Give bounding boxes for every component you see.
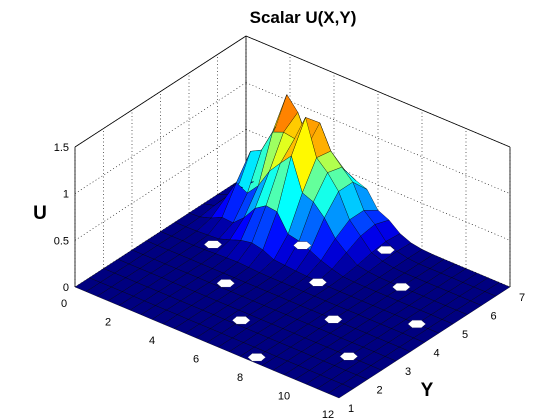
hole-marker (407, 319, 427, 329)
x-tick-label: 12 (322, 409, 334, 420)
hole-marker (391, 282, 411, 292)
z-tick-label: 1 (63, 189, 69, 201)
hole-marker (247, 353, 267, 362)
y-axis-label: Y (421, 380, 434, 401)
z-tick-label: 0.5 (54, 235, 69, 247)
hole-marker (339, 352, 359, 361)
hole-marker (308, 278, 328, 287)
surface-mesh (74, 94, 511, 399)
hole-marker (203, 240, 223, 249)
x-tick-label: 2 (105, 317, 111, 329)
chart-title: Scalar U(X,Y) (250, 8, 357, 27)
y-tick-label: 4 (433, 348, 439, 360)
hole-marker (323, 315, 343, 324)
grid-line (245, 129, 511, 241)
grid-line (74, 35, 247, 148)
grid-line (245, 35, 511, 148)
y-tick-label: 1 (348, 403, 354, 415)
x-tick-label: 0 (61, 298, 67, 310)
grid-line (74, 129, 247, 241)
z-axis-label: U (33, 203, 47, 224)
hole-marker (292, 241, 312, 250)
surface-facet (74, 277, 101, 292)
x-tick-label: 6 (193, 354, 199, 366)
z-tick-label: 1.5 (54, 142, 69, 154)
grid-line (245, 82, 511, 194)
x-tick-label: 8 (237, 372, 243, 384)
hole-marker (216, 279, 236, 288)
x-tick-label: 4 (149, 335, 155, 347)
hole-marker (231, 316, 251, 325)
y-tick-label: 6 (490, 311, 496, 323)
y-tick-label: 2 (376, 385, 382, 397)
y-tick-label: 7 (519, 292, 525, 304)
hole-marker (376, 245, 396, 255)
x-tick-label: 10 (278, 391, 290, 403)
grid-line (74, 82, 247, 194)
z-tick-label: 0 (63, 282, 69, 294)
y-tick-label: 5 (462, 329, 468, 341)
y-tick-label: 3 (405, 366, 411, 378)
